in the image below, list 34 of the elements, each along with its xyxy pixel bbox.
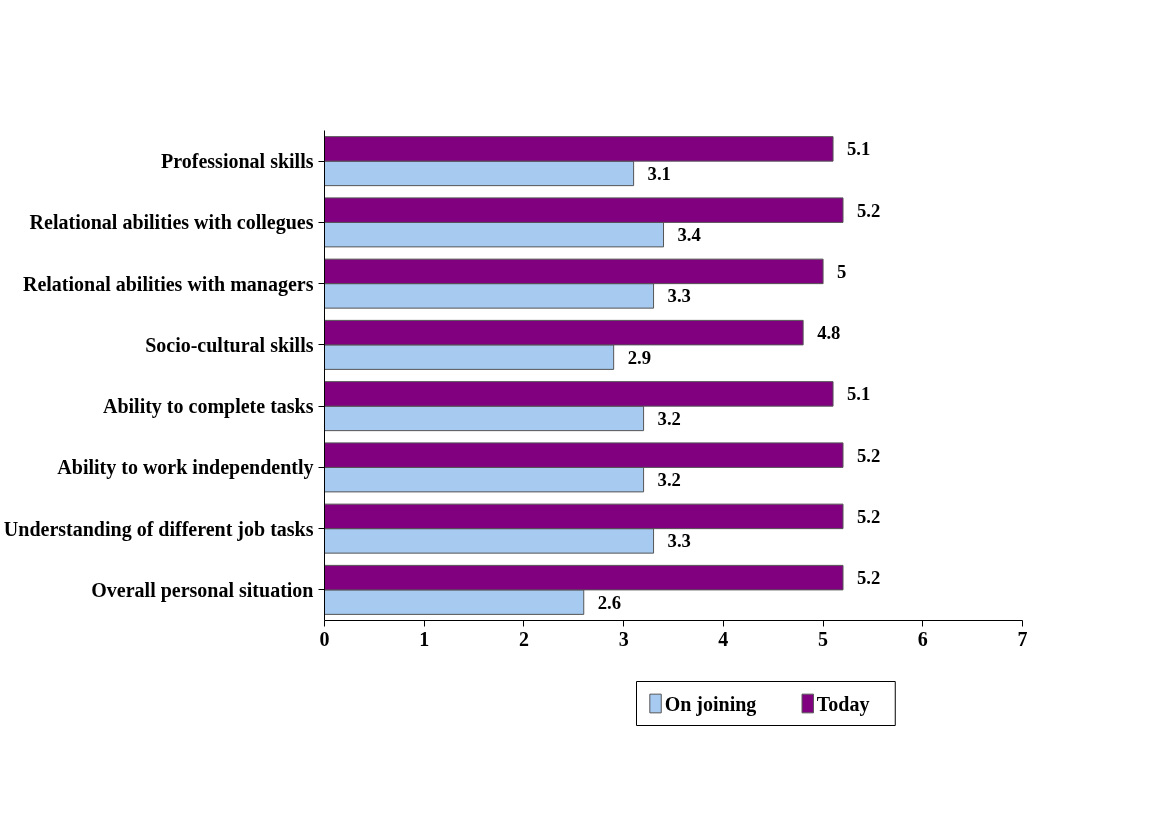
x-tick-label: 0	[319, 627, 330, 650]
x-tick-label: 1	[419, 627, 430, 650]
legend-label: Today	[816, 692, 870, 716]
data-label: 3.3	[667, 285, 691, 307]
data-label: 5.2	[857, 505, 881, 527]
data-label: 5.1	[847, 138, 871, 160]
legend-label: On joining	[664, 692, 757, 716]
data-label: 5	[837, 260, 847, 282]
y-tick-label: Professional skills	[161, 150, 314, 173]
x-tick-label: 5	[818, 627, 829, 650]
y-tick-label: Relational abilities with collegues	[29, 211, 314, 235]
data-label: 5.1	[847, 383, 871, 405]
x-tick-label: 7	[1017, 627, 1028, 650]
data-label: 2.6	[597, 591, 622, 613]
y-tick-label: Overall personal situation	[91, 578, 314, 602]
x-tick-label: 3	[618, 627, 629, 650]
x-tick-label: 6	[917, 627, 928, 650]
x-tick-label: 2	[518, 627, 529, 650]
data-label: 3.2	[657, 469, 681, 491]
x-tick-label: 4	[718, 627, 729, 650]
y-tick-label: Ability to work independently	[57, 456, 314, 480]
y-tick-label: Relational abilities with managers	[22, 272, 314, 296]
data-label: 5.2	[857, 444, 881, 466]
y-tick-label: Socio-cultural skills	[145, 333, 314, 356]
data-label: 5.2	[857, 199, 881, 221]
data-label: 3.1	[647, 162, 671, 184]
data-label: 3.2	[657, 407, 681, 429]
data-label: 2.9	[627, 346, 651, 368]
data-label: 4.8	[817, 322, 841, 344]
data-label: 3.4	[677, 224, 701, 246]
data-label: 3.3	[667, 530, 691, 552]
y-tick-label: Ability to complete tasks	[102, 395, 314, 419]
data-label: 5.2	[857, 567, 881, 589]
y-tick-label: Understanding of different job tasks	[3, 517, 314, 541]
